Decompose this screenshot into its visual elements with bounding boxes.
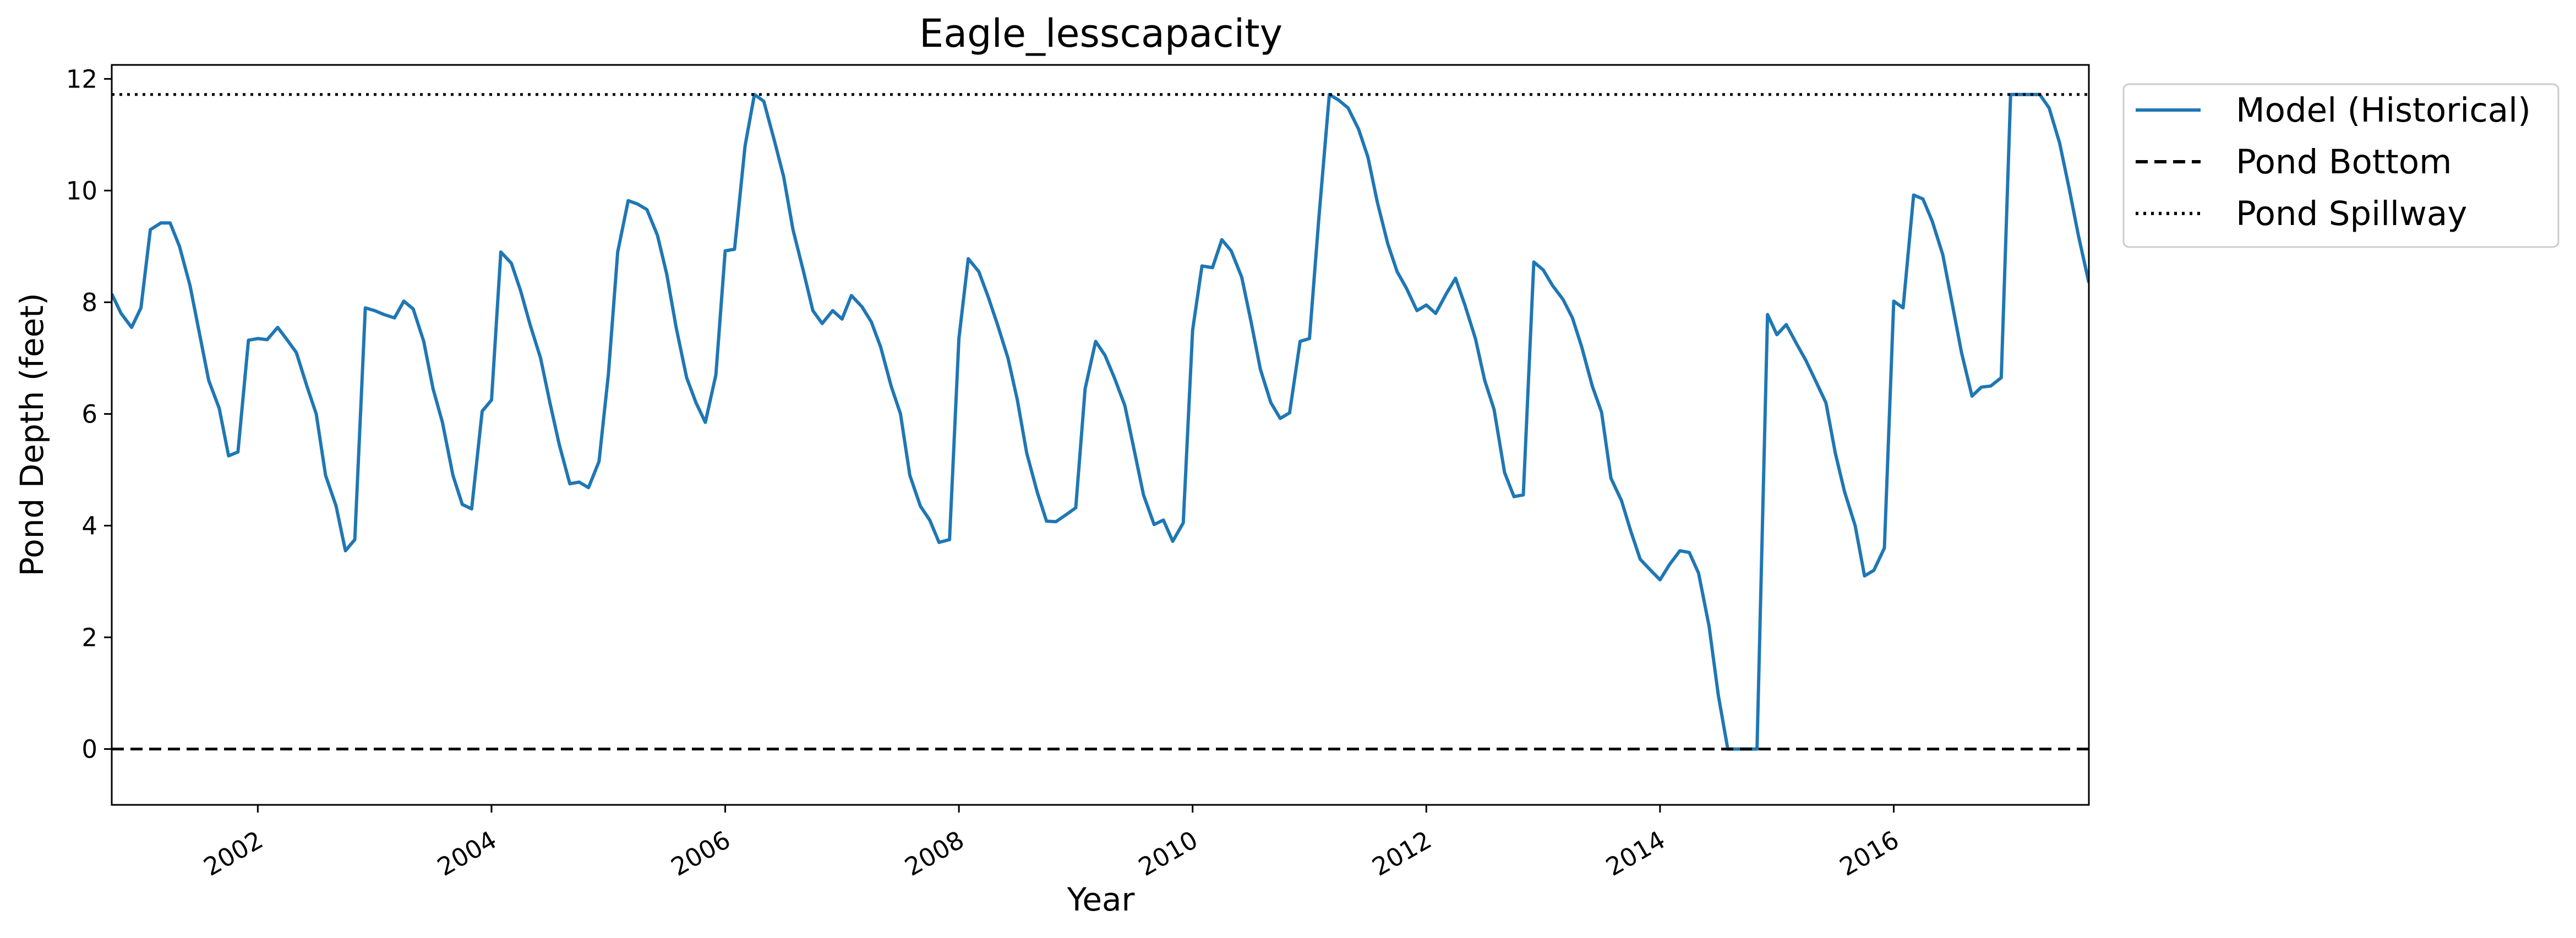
chart-title: Eagle_lesscapacity — [919, 11, 1282, 56]
y-tick-label-10: 10 — [66, 176, 97, 205]
y-tick-label-0: 0 — [81, 734, 97, 764]
y-axis-label: Pond Depth (feet) — [13, 293, 51, 576]
x-tick-label-2014: 2014 — [1601, 825, 1670, 882]
y-tick-label-12: 12 — [66, 64, 97, 94]
marks-layer — [112, 92, 2089, 751]
plot-frame — [111, 64, 2090, 806]
x-tick-label-2002: 2002 — [199, 825, 268, 882]
legend-label-1: Pond Bottom — [2236, 142, 2452, 182]
x-tick-label-2010: 2010 — [1133, 825, 1203, 882]
x-tick-label-2004: 2004 — [433, 825, 502, 882]
y-axis: 0 2 4 6 8 10 12 — [66, 64, 112, 764]
plot-area — [111, 64, 2090, 806]
x-tick-label-2006: 2006 — [666, 825, 735, 882]
x-tick-label-2016: 2016 — [1835, 825, 1904, 882]
legend-items: Model (Historical) Pond Bottom Pond Spillw… — [2136, 91, 2531, 233]
y-tick-label-6: 6 — [81, 399, 97, 429]
legend-label-0: Model (Historical) — [2236, 91, 2531, 130]
y-tick-label-2: 2 — [81, 623, 97, 652]
x-tick-label-2008: 2008 — [900, 825, 969, 882]
legend-box — [2122, 83, 2559, 248]
legend: Model (Historical) Pond Bottom Pond Spillw… — [2122, 83, 2559, 248]
x-axis-label: Year — [1067, 881, 1135, 918]
series-line-0 — [112, 92, 2089, 751]
y-tick-label-4: 4 — [81, 511, 97, 540]
legend-label-2: Pond Spillway — [2236, 194, 2467, 233]
x-tick-label-2012: 2012 — [1367, 825, 1437, 882]
y-tick-label-8: 8 — [81, 288, 97, 317]
x-axis: 2002 2004 2006 2008 2010 2012 2014 2016 — [199, 805, 1904, 882]
